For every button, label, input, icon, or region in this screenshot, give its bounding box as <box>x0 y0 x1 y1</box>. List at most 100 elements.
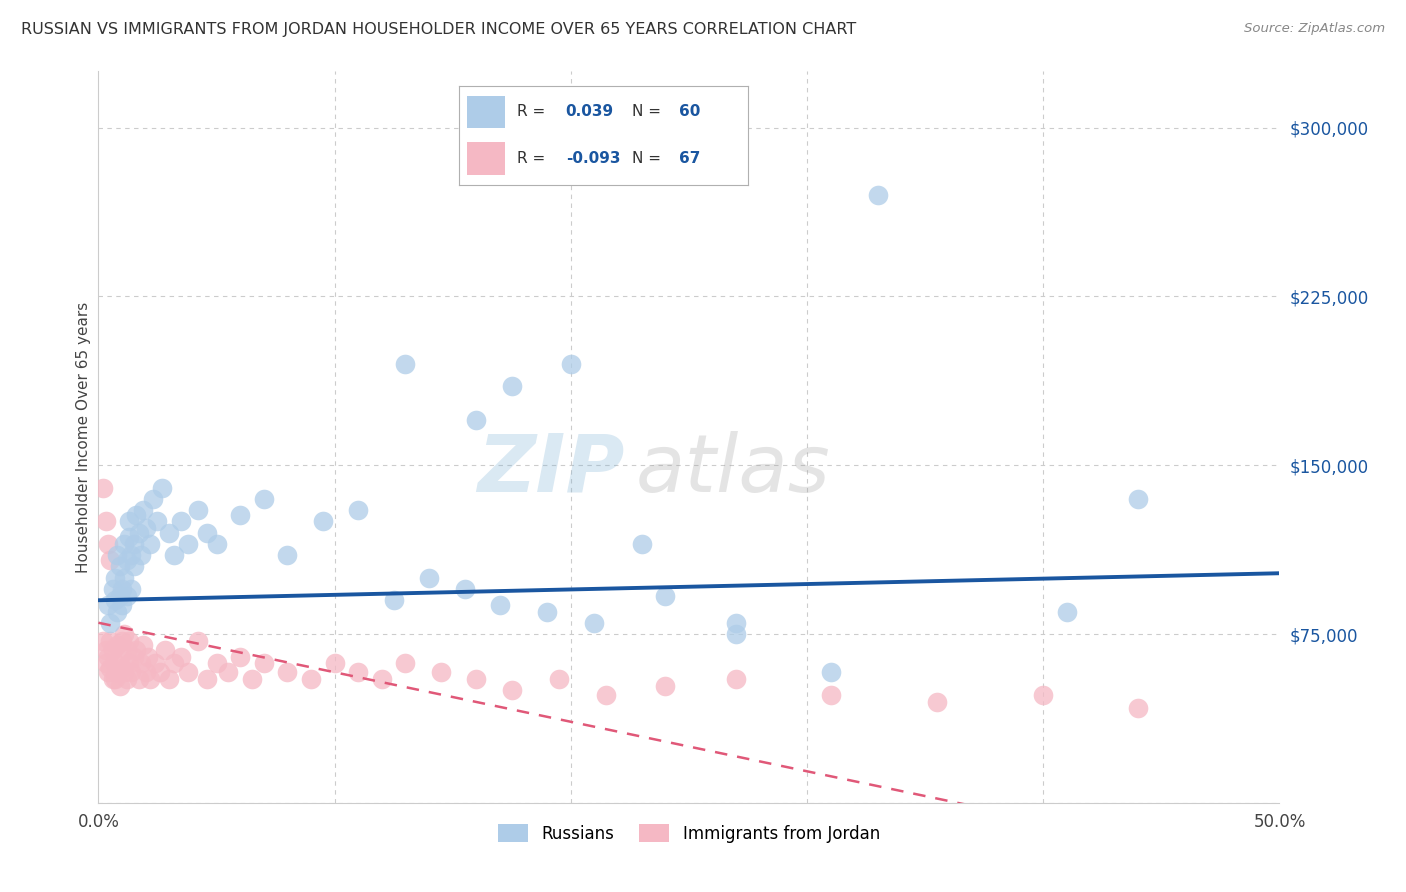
Point <box>430 665 453 680</box>
Point <box>128 525 150 540</box>
Text: ZIP: ZIP <box>477 431 624 509</box>
Point <box>1056 605 1078 619</box>
Point <box>111 582 134 596</box>
Point <box>101 672 124 686</box>
Point <box>139 672 162 686</box>
Point <box>654 679 676 693</box>
Point <box>118 633 141 648</box>
Point <box>548 672 571 686</box>
Point <box>465 413 488 427</box>
Point <box>101 642 124 657</box>
Point <box>1126 491 1149 506</box>
Point <box>149 665 172 680</box>
Point <box>129 657 152 671</box>
Y-axis label: Householder Income Over 65 years: Householder Income Over 65 years <box>76 301 91 573</box>
Point <box>595 688 617 702</box>
Point <box>143 657 166 671</box>
Point <box>170 515 193 529</box>
Point <box>111 633 134 648</box>
Point <box>163 657 186 671</box>
Point <box>97 665 120 680</box>
Point <box>1126 701 1149 715</box>
Text: RUSSIAN VS IMMIGRANTS FROM JORDAN HOUSEHOLDER INCOME OVER 65 YEARS CORRELATION C: RUSSIAN VS IMMIGRANTS FROM JORDAN HOUSEH… <box>21 22 856 37</box>
Point <box>371 672 394 686</box>
Point <box>630 537 652 551</box>
Point <box>253 491 276 506</box>
Point <box>135 665 157 680</box>
Point <box>177 665 200 680</box>
Point <box>820 665 842 680</box>
Point <box>229 508 252 522</box>
Point <box>105 638 128 652</box>
Point <box>177 537 200 551</box>
Point <box>347 665 370 680</box>
Point <box>725 615 748 630</box>
Point <box>98 661 121 675</box>
Point <box>139 537 162 551</box>
Point <box>536 605 558 619</box>
Point <box>205 657 228 671</box>
Point <box>453 582 475 596</box>
Point <box>108 559 131 574</box>
Point <box>111 598 134 612</box>
Point <box>187 633 209 648</box>
Point <box>501 379 523 393</box>
Point <box>253 657 276 671</box>
Point <box>820 688 842 702</box>
Legend: Russians, Immigrants from Jordan: Russians, Immigrants from Jordan <box>491 818 887 849</box>
Point <box>205 537 228 551</box>
Point <box>97 649 120 664</box>
Point <box>104 672 127 686</box>
Point <box>925 694 948 708</box>
Point <box>1032 688 1054 702</box>
Point <box>122 537 145 551</box>
Text: Source: ZipAtlas.com: Source: ZipAtlas.com <box>1244 22 1385 36</box>
Point <box>276 665 298 680</box>
Point <box>91 481 114 495</box>
Point <box>153 642 176 657</box>
Point <box>94 515 117 529</box>
Point <box>195 525 218 540</box>
Point <box>866 188 889 202</box>
Point <box>163 548 186 562</box>
Point <box>121 548 143 562</box>
Point <box>128 672 150 686</box>
Point <box>142 491 165 506</box>
Point <box>108 649 131 664</box>
Text: atlas: atlas <box>636 431 831 509</box>
Point <box>104 657 127 671</box>
Point <box>129 548 152 562</box>
Point <box>118 515 141 529</box>
Point <box>394 357 416 371</box>
Point <box>115 642 138 657</box>
Point <box>121 582 143 596</box>
Point <box>725 672 748 686</box>
Point <box>135 521 157 535</box>
Point <box>489 598 512 612</box>
Point <box>195 672 218 686</box>
Point <box>105 605 128 619</box>
Point <box>97 598 120 612</box>
Point <box>125 642 148 657</box>
Point <box>132 503 155 517</box>
Point <box>115 672 138 686</box>
Point <box>465 672 488 686</box>
Point <box>97 537 120 551</box>
Point <box>112 627 135 641</box>
Point <box>157 525 180 540</box>
Point <box>98 633 121 648</box>
Point <box>91 633 114 648</box>
Point <box>136 649 159 664</box>
Point <box>105 665 128 680</box>
Point <box>108 679 131 693</box>
Point <box>299 672 322 686</box>
Point <box>150 481 173 495</box>
Point <box>118 657 141 671</box>
Point <box>112 665 135 680</box>
Point <box>394 657 416 671</box>
Point <box>276 548 298 562</box>
Point <box>118 530 141 544</box>
Point <box>112 537 135 551</box>
Point <box>560 357 582 371</box>
Point <box>122 649 145 664</box>
